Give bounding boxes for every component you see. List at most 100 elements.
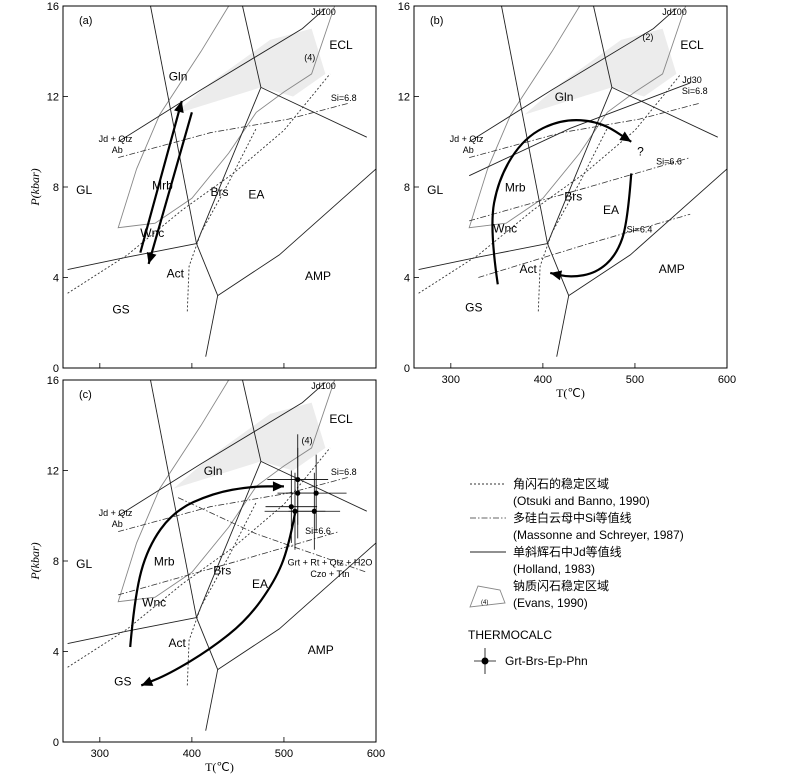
isopleth-annotation: Si=6.8 <box>331 93 357 103</box>
panel-label: (a) <box>79 15 92 27</box>
facies-label: EA <box>603 203 619 217</box>
pt-path-arrowhead <box>174 101 184 113</box>
facies-boundary <box>67 617 197 645</box>
pt-path-arrow <box>491 119 632 285</box>
facies-label: Mrb <box>154 555 175 569</box>
y-tick-label: 0 <box>53 363 59 375</box>
y-tick-label: 16 <box>398 1 410 13</box>
facies-label: GS <box>114 674 131 688</box>
thermocalc-point <box>288 504 294 510</box>
y-tick-label: 12 <box>47 92 59 104</box>
x-tick-label: 500 <box>275 748 293 760</box>
isopleth-annotation: (4) <box>304 52 315 62</box>
facies-boundary <box>150 5 197 244</box>
y-tick-label: 8 <box>404 182 410 194</box>
x-tick-label: 400 <box>534 374 552 386</box>
facies-boundary <box>217 168 377 296</box>
facies-boundary <box>242 379 262 462</box>
isopleth-annotation: Ab <box>112 145 123 155</box>
pt-path-arrow <box>129 485 284 648</box>
facies-boundary <box>150 379 197 618</box>
facies-label: Act <box>519 262 537 276</box>
facies-boundary <box>556 295 570 357</box>
isopleth-annotation: Jd + Qtz <box>99 508 133 518</box>
facies-label: Wnc <box>142 595 166 609</box>
pt-path-arrowhead <box>550 270 563 281</box>
isopleth-annotation: Jd + Qtz <box>450 134 484 144</box>
panel-label: (c) <box>79 389 92 401</box>
y-axis-label: P(kbar) <box>28 168 42 206</box>
y-tick-label: 16 <box>47 375 59 387</box>
facies-boundary <box>501 5 548 244</box>
facies-label: Brs <box>213 564 231 578</box>
pt-path-arrowhead <box>141 676 154 686</box>
facies-boundary <box>547 87 613 244</box>
x-tick-label: 600 <box>367 748 385 760</box>
isopleth-annotation: Si=6.6 <box>656 156 682 166</box>
amphibole-stability-boundary <box>418 73 682 294</box>
si-6.8-isopleth <box>118 102 349 158</box>
glaucophane-stability-field <box>468 5 687 229</box>
facies-label: Wnc <box>493 221 517 235</box>
facies-label: GS <box>465 300 482 314</box>
facies-boundary <box>205 669 219 731</box>
isopleth-annotation: Grt + Rt + Qtz + H2O <box>288 558 373 568</box>
y-tick-label: 16 <box>47 1 59 13</box>
facies-boundary <box>67 243 197 271</box>
isopleth-annotation: Jd + Qtz <box>99 134 133 144</box>
amphibole-stability-boundary <box>67 73 331 294</box>
facies-label: AMP <box>659 262 685 276</box>
jd100-isopleth <box>468 7 677 143</box>
x-tick-label: 400 <box>183 748 201 760</box>
facies-label: Gln <box>555 90 574 104</box>
glaucophane-stability-field <box>117 379 336 603</box>
facies-label: Brs <box>564 190 582 204</box>
isopleth-annotation: Ab <box>463 145 474 155</box>
facies-boundary <box>217 542 377 670</box>
panel-c: 0 4 8 12 16 300 400 500 600 P(kbar) T(℃) (c) GL Gln EC… <box>28 375 385 774</box>
pt-path-arrowhead <box>272 481 284 492</box>
pt-path-arrow <box>147 112 193 265</box>
jd100-isopleth <box>117 7 326 143</box>
si-6.4-isopleth <box>478 213 691 278</box>
amphibole-stability-boundary <box>67 447 331 668</box>
facies-label: Brs <box>211 185 229 199</box>
x-tick-label: 500 <box>626 374 644 386</box>
facies-label: AMP <box>305 269 331 283</box>
facies-label: ? <box>637 144 644 158</box>
facies-label: ECL <box>680 38 704 52</box>
facies-boundary <box>205 295 219 357</box>
x-tick-label: 600 <box>718 374 736 386</box>
facies-label: Mrb <box>505 181 526 195</box>
facies-label: Act <box>168 636 186 650</box>
y-tick-label: 4 <box>404 273 410 285</box>
y-tick-label: 4 <box>53 647 59 659</box>
pt-path-arrow <box>140 513 297 687</box>
y-tick-label: 0 <box>404 363 410 375</box>
isopleth-annotation: Si=6.8 <box>331 467 357 477</box>
isopleth-annotation: Jd30 <box>682 75 702 85</box>
facies-label: Gln <box>169 70 188 84</box>
isopleth-annotation: Jd100 <box>311 7 336 17</box>
facies-label: Gln <box>204 464 223 478</box>
isopleth-annotation: Jd100 <box>311 381 336 391</box>
x-tick-label: 300 <box>91 748 109 760</box>
facies-label: GL <box>76 183 92 197</box>
thermocalc-point <box>295 490 301 496</box>
amphibole-stability-boundary <box>537 127 608 312</box>
y-tick-label: 0 <box>53 737 59 749</box>
facies-label: GS <box>112 303 129 317</box>
facies-boundary <box>196 617 219 670</box>
x-axis-label: T(℃) <box>205 760 234 774</box>
isopleth-annotation: Czo + Ttn <box>310 569 349 579</box>
isopleth-annotation: Jd100 <box>662 7 687 17</box>
y-tick-label: 8 <box>53 182 59 194</box>
isopleth-annotation: (4) <box>301 435 312 445</box>
facies-label: EA <box>248 187 264 201</box>
pt-path-arrow <box>550 173 633 278</box>
amphibole-stability-boundary <box>186 127 257 312</box>
x-axis-label: T(℃) <box>556 386 585 400</box>
y-tick-label: 4 <box>53 273 59 285</box>
